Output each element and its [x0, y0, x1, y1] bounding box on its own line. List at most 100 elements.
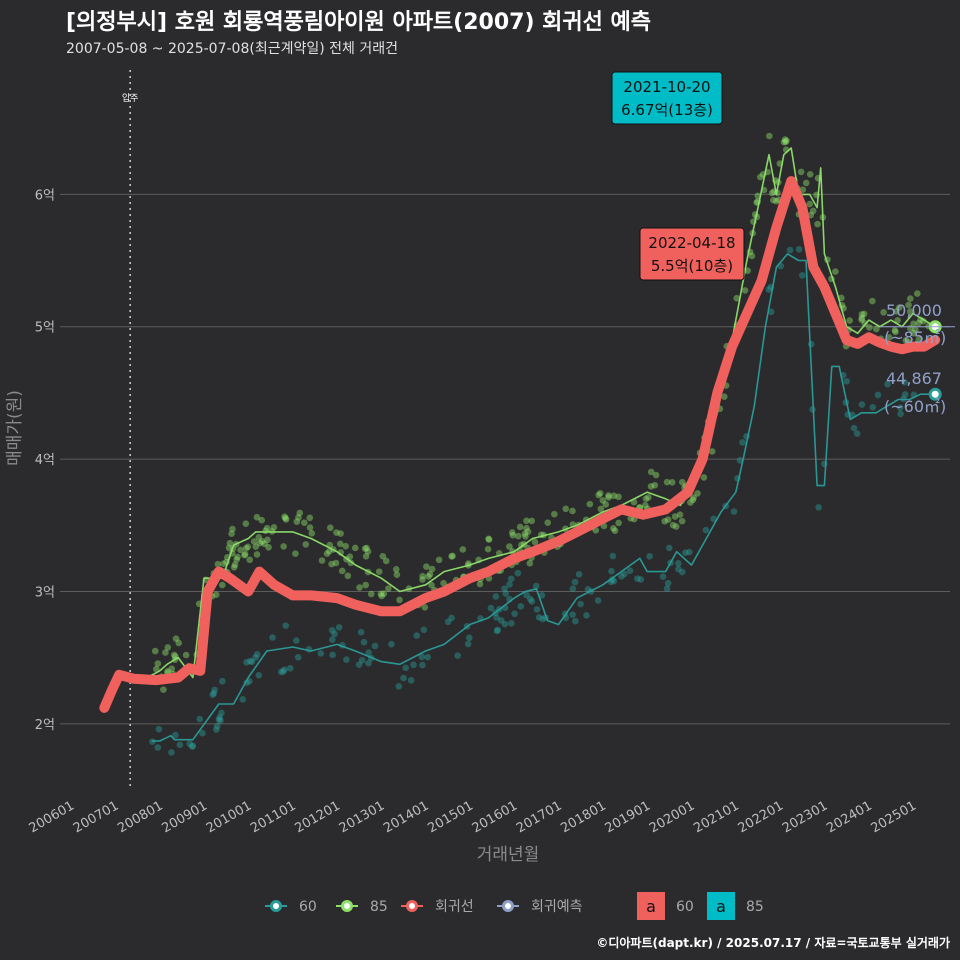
trade-point: [258, 537, 266, 545]
series-line-85: [151, 147, 937, 679]
trade-point: [720, 393, 728, 401]
trade-point: [621, 570, 628, 578]
trade-point: [282, 622, 290, 629]
trade-point: [252, 543, 260, 550]
trade-point: [380, 590, 388, 597]
trade-point: [664, 579, 672, 587]
trade-point: [426, 571, 434, 578]
trade-point: [906, 295, 914, 302]
trade-point: [378, 592, 385, 600]
trade-point: [815, 504, 822, 511]
series-line-60: [151, 253, 937, 742]
trade-point: [172, 635, 180, 642]
trade-point: [741, 287, 749, 294]
trade-point: [675, 560, 682, 567]
trade-point: [329, 636, 336, 643]
trade-point: [502, 590, 510, 597]
end-label-value: 50,000: [886, 301, 942, 320]
trade-point: [678, 517, 686, 525]
trade-point: [858, 401, 866, 408]
trade-point: [702, 526, 710, 534]
trade-point: [652, 471, 660, 479]
trade-point: [325, 547, 333, 555]
trade-point: [533, 606, 541, 613]
trade-point: [647, 483, 655, 490]
trade-point: [669, 521, 677, 529]
trade-point: [428, 565, 436, 573]
trade-point: [902, 337, 910, 344]
trade-point: [531, 538, 539, 546]
trade-point: [402, 664, 410, 672]
trade-point: [544, 519, 552, 526]
trade-point: [577, 600, 584, 608]
trade-point: [296, 509, 304, 517]
legend-label: 회귀예측: [531, 899, 583, 915]
trade-point: [571, 578, 579, 586]
trade-point: [910, 320, 917, 328]
trade-point: [506, 581, 513, 588]
trade-point: [610, 577, 618, 585]
trade-point: [915, 336, 923, 344]
trade-point: [237, 546, 244, 554]
trade-point: [884, 380, 891, 388]
trade-point: [551, 510, 558, 518]
trade-point: [182, 651, 190, 659]
trade-point: [780, 138, 788, 146]
trade-point: [154, 660, 162, 667]
trade-point: [262, 527, 269, 535]
trade-point: [493, 614, 500, 621]
trade-point: [661, 517, 668, 525]
trade-point: [874, 391, 882, 399]
trade-point: [329, 651, 336, 659]
callout-value: 5.5억(10층): [651, 257, 733, 275]
trade-point: [295, 514, 302, 521]
x-axis-title: 거래년월: [477, 845, 540, 865]
trade-point: [241, 550, 249, 558]
trade-point: [343, 656, 350, 663]
trade-point: [736, 457, 744, 464]
trade-point: [188, 743, 196, 750]
trade-point: [360, 638, 368, 646]
trade-point: [230, 564, 238, 571]
trade-point: [435, 556, 443, 564]
trade-point: [218, 709, 225, 717]
y-axis-ticks: 2억 3억 4억 5억 6억: [35, 188, 55, 732]
trade-point: [615, 519, 622, 527]
trade-point: [225, 544, 233, 552]
trade-point: [528, 517, 536, 525]
trade-point: [269, 634, 276, 641]
callout-date: 2021-10-20: [623, 78, 710, 96]
trade-point: [226, 539, 234, 547]
trade-point: [806, 200, 814, 208]
trade-point: [392, 566, 400, 573]
trade-point: [361, 545, 369, 552]
trade-point: [605, 492, 612, 499]
trade-point: [671, 513, 679, 520]
trade-point: [626, 567, 634, 575]
trade-point: [659, 573, 667, 580]
trade-point: [255, 533, 263, 541]
trade-point: [342, 542, 349, 550]
x-tick-label: 201601: [470, 798, 520, 836]
trade-point: [164, 668, 171, 675]
trade-point: [637, 576, 645, 583]
trade-point: [860, 310, 868, 318]
trade-point: [897, 410, 904, 418]
trade-point: [523, 591, 530, 599]
trade-point: [700, 474, 708, 481]
trade-point: [767, 308, 775, 316]
trade-point: [302, 541, 310, 548]
y-tick-label: 6억: [35, 188, 55, 203]
trade-point: [896, 404, 904, 411]
series-line-회귀선: [99, 176, 941, 713]
trade-point: [782, 138, 789, 146]
trade-point: [419, 661, 426, 669]
trade-point: [385, 585, 392, 592]
legend-label: 85: [370, 899, 388, 915]
trade-point: [891, 327, 899, 334]
trade-point: [906, 308, 914, 315]
trade-point: [802, 179, 810, 187]
trade-point: [586, 500, 594, 508]
trade-point: [351, 544, 359, 552]
trade-point: [651, 481, 659, 489]
